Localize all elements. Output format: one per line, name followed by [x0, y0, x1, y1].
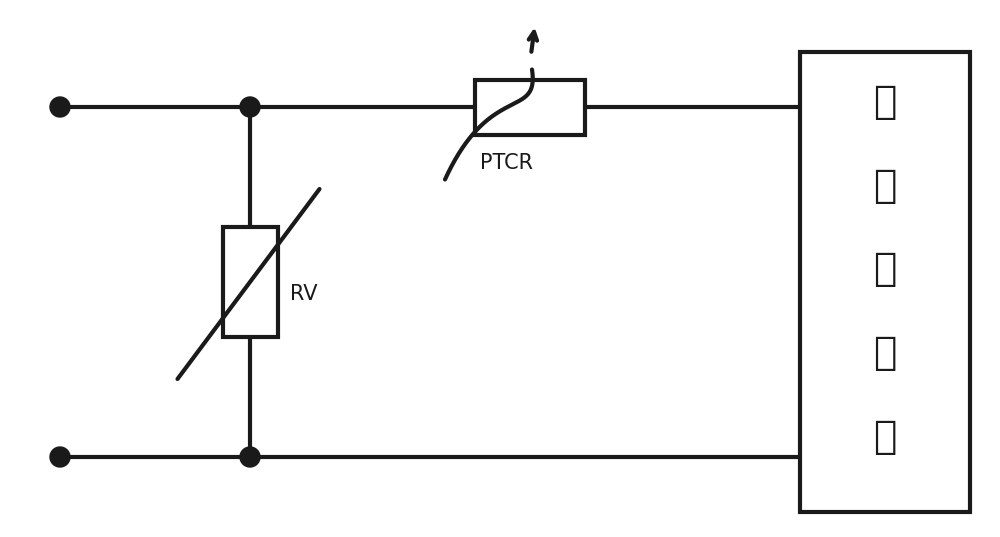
Circle shape: [50, 447, 70, 467]
Circle shape: [240, 97, 260, 117]
Text: PTCR: PTCR: [480, 153, 533, 172]
Bar: [800, 52, 970, 512]
Circle shape: [240, 447, 260, 467]
Bar: [222, 227, 278, 337]
Bar: [475, 79, 585, 134]
Text: 被: 被: [873, 83, 897, 121]
Text: 电: 电: [873, 334, 897, 372]
Text: 护: 护: [873, 250, 897, 288]
Text: 路: 路: [873, 418, 897, 456]
Circle shape: [50, 97, 70, 117]
Text: RV: RV: [290, 284, 317, 304]
Text: 保: 保: [873, 167, 897, 205]
